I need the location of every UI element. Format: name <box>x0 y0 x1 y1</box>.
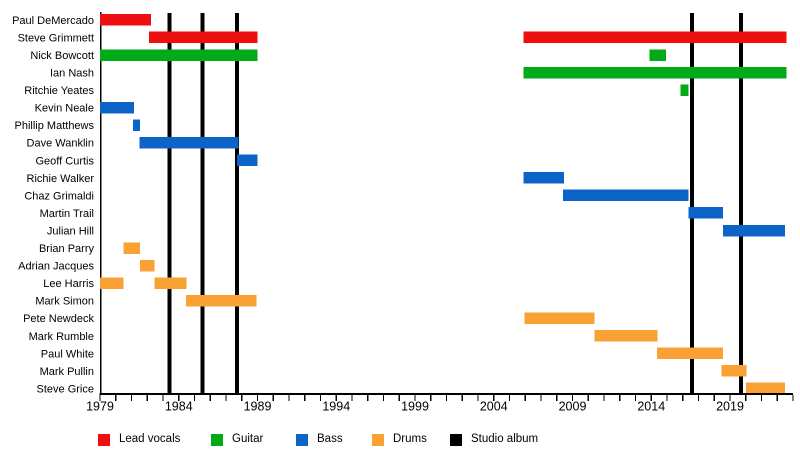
timeline-bar-bass <box>523 172 564 184</box>
member-name-label: Geoff Curtis <box>36 155 95 167</box>
member-name-label: Chaz Grimaldi <box>24 190 94 202</box>
member-name-label: Ritchie Yeates <box>24 85 94 97</box>
timeline-bar-guitar <box>649 49 667 61</box>
timeline-bar-bass <box>139 137 239 149</box>
timeline-bar-bass <box>237 154 258 167</box>
member-name-label: Pete Newdeck <box>23 313 94 325</box>
timeline-bar-guitar <box>523 66 787 79</box>
member-name-label: Mark Rumble <box>29 331 94 343</box>
member-name-label: Steve Grice <box>37 383 94 395</box>
member-name-label: Steve Grimmett <box>18 32 94 44</box>
member-name-label: Paul White <box>41 348 94 360</box>
member-name-label: Paul DeMercado <box>12 15 94 27</box>
member-name-label: Martin Trail <box>40 208 94 220</box>
member-name-label: Phillip Matthews <box>15 120 95 132</box>
x-axis-tick-label: 1999 <box>401 400 429 414</box>
timeline-bar-drums <box>140 259 155 272</box>
x-axis-tick-label: 2014 <box>637 400 665 414</box>
member-name-label: Kevin Neale <box>35 103 94 115</box>
member-name-label: Mark Pullin <box>40 366 94 378</box>
timeline-bar-drums <box>100 277 124 289</box>
timeline-bar-drums <box>745 382 786 395</box>
member-name-label: Richie Walker <box>27 173 95 185</box>
timeline-bar-vocals <box>523 31 787 44</box>
timeline-bar-vocals <box>148 31 258 44</box>
x-axis-tick-label: 1994 <box>322 400 350 414</box>
timeline-bar-vocals <box>100 14 152 26</box>
member-name-label: Mark Simon <box>35 296 94 308</box>
timeline-bar-guitar <box>680 84 689 96</box>
member-name-label: Adrian Jacques <box>18 261 94 273</box>
timeline-bar-drums <box>721 365 747 377</box>
timeline-bar-drums <box>656 347 723 360</box>
timeline-bar-drums <box>594 330 658 342</box>
x-axis-tick-label: 1989 <box>244 400 272 414</box>
member-name-label: Julian Hill <box>47 225 94 237</box>
member-name-label: Dave Wanklin <box>27 138 94 150</box>
timeline-bar-bass <box>722 224 786 237</box>
member-name-label: Nick Bowcott <box>30 50 94 62</box>
timeline-bar-drums <box>185 294 257 307</box>
timeline-bar-bass <box>100 101 134 114</box>
member-name-label: Lee Harris <box>43 278 94 290</box>
member-name-label: Ian Nash <box>50 68 94 80</box>
x-axis-tick-label: 1979 <box>86 400 114 414</box>
member-name-label: Brian Parry <box>39 243 95 255</box>
timeline-bar-guitar <box>100 49 258 61</box>
timeline-bar-drums <box>154 277 187 289</box>
timeline-bar-bass <box>563 189 689 202</box>
x-axis-tick-label: 2019 <box>716 400 744 414</box>
x-axis-tick-label: 2009 <box>559 400 587 414</box>
x-axis-tick-label: 1984 <box>165 400 193 414</box>
timeline-bar-drums <box>524 312 595 324</box>
timeline-bar-drums <box>123 242 141 254</box>
timeline-bar-bass <box>133 119 141 131</box>
x-axis-tick-label: 2004 <box>480 400 508 414</box>
timeline-bar-bass <box>688 207 723 219</box>
